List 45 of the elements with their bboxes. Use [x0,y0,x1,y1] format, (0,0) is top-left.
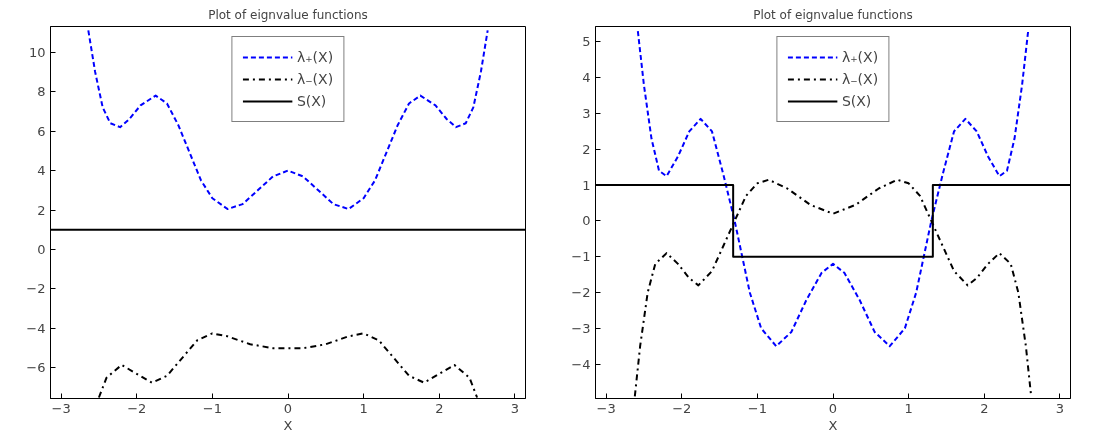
y-tick-label: 0 [582,213,591,229]
y-tick-label: 10 [28,44,46,60]
y-tick-label: 4 [37,163,46,179]
x-tick-label: 0 [283,400,293,416]
y-tick-label: 6 [37,123,46,139]
x-tick-label: 3 [1055,400,1065,416]
y-tick-label: 8 [37,84,46,100]
y-tick-label: 2 [582,141,591,157]
legend-label: S(X) [841,93,872,109]
chart-title: Plot of eignvalue functions [753,7,913,22]
y-tick-label: −2 [571,285,591,301]
y-tick-label: −1 [571,249,591,265]
x-tick-label: 0 [828,400,838,416]
x-tick-label: −1 [747,400,767,416]
y-tick-label: −4 [571,356,591,372]
y-tick-label: 3 [582,106,591,121]
legend-label: λ₊(X) [841,49,879,65]
x-tick-label: 1 [904,400,913,416]
line-series [87,29,489,211]
x-tick-label: −3 [596,400,616,416]
legend-label: λ₊(X) [296,49,334,65]
y-tick-label: −6 [26,360,46,376]
x-tick-label: −3 [51,400,71,416]
y-tick-label: −2 [26,281,46,297]
y-tick-label: −4 [26,320,46,336]
y-tick-label: 1 [582,177,591,193]
y-tick-label: −3 [571,320,591,336]
y-tick-label: 5 [582,34,591,50]
x-tick-label: −1 [202,400,222,416]
x-tick-label: 2 [435,400,444,416]
legend-label: S(X) [296,93,327,109]
x-tick-label: −2 [672,400,692,416]
y-tick-label: 0 [37,242,46,257]
x-axis-title: X [283,417,293,433]
x-axis-title: X [828,417,838,433]
x-tick-label: 1 [359,400,368,416]
x-tick-label: −2 [127,400,147,416]
x-tick-label: 3 [510,400,520,416]
legend-label: λ₋(X) [296,71,334,87]
y-tick-label: 2 [37,202,46,218]
x-tick-label: 2 [980,400,989,416]
chart-title: Plot of eignvalue functions [208,7,368,22]
legend-label: λ₋(X) [841,71,879,87]
line-series [636,30,1030,348]
y-tick-label: 4 [582,70,591,86]
